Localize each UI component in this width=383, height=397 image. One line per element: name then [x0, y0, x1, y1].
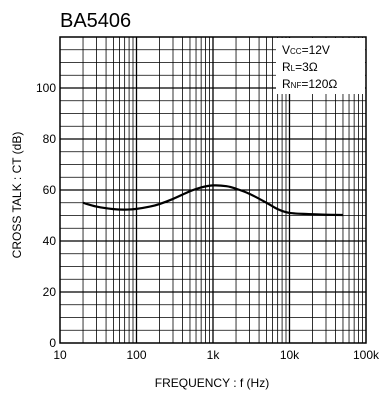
x-tick-label: 1k [207, 348, 221, 362]
x-tick-label: 100k [353, 348, 380, 362]
condition-label: RNF=120Ω [282, 77, 337, 91]
y-tick-label: 80 [43, 132, 57, 146]
x-axis-label: FREQUENCY : f (Hz) [155, 376, 269, 390]
y-axis-label: CROSS TALK : CT (dB) [10, 132, 24, 259]
y-tick-label: 100 [36, 81, 56, 95]
tick-labels: 10 100 1k 10k 100k 0 20 40 60 80 100 [36, 81, 380, 362]
crosstalk-curve [82, 184, 343, 217]
y-tick-label: 60 [43, 183, 57, 197]
x-tick-label: 100 [126, 348, 146, 362]
y-tick-label: 0 [49, 336, 56, 350]
y-tick-label: 20 [43, 285, 57, 299]
plot-area [82, 184, 343, 217]
y-tick-label: 40 [43, 234, 57, 248]
x-tick-label: 10 [53, 348, 67, 362]
chart-title: BA5406 [60, 10, 131, 32]
annotation-background [276, 38, 365, 94]
x-tick-label: 10k [280, 348, 300, 362]
plot-frame [59, 36, 367, 344]
condition-label: RL=3Ω [282, 60, 318, 74]
annotation-box: VCC=12V RL=3Ω RNF=120Ω [276, 38, 365, 94]
condition-label: VCC=12V [282, 43, 330, 57]
